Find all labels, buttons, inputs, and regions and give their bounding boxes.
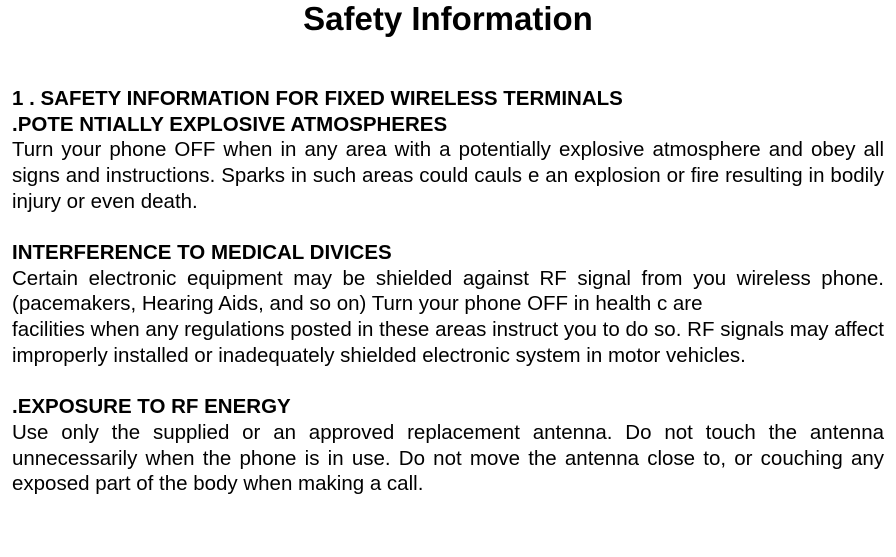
section-1-header-1: 1 . SAFETY INFORMATION FOR FIXED WIRELES… <box>12 86 884 112</box>
section-2-body-1: Certain electronic equipment may be shie… <box>12 266 884 317</box>
section-3-body: Use only the supplied or an approved rep… <box>12 420 884 497</box>
page-title: Safety Information <box>12 0 884 38</box>
section-1-body: Turn your phone OFF when in any area wit… <box>12 137 884 214</box>
section-1-header-2: .POTE NTIALLY EXPLOSIVE ATMOSPHERES <box>12 112 884 138</box>
section-spacer <box>12 368 884 394</box>
section-3-header: .EXPOSURE TO RF ENERGY <box>12 394 884 420</box>
section-2-header: INTERFERENCE TO MEDICAL DIVICES <box>12 240 884 266</box>
section-spacer <box>12 214 884 240</box>
section-2-body-2: facilities when any regulations posted i… <box>12 317 884 368</box>
